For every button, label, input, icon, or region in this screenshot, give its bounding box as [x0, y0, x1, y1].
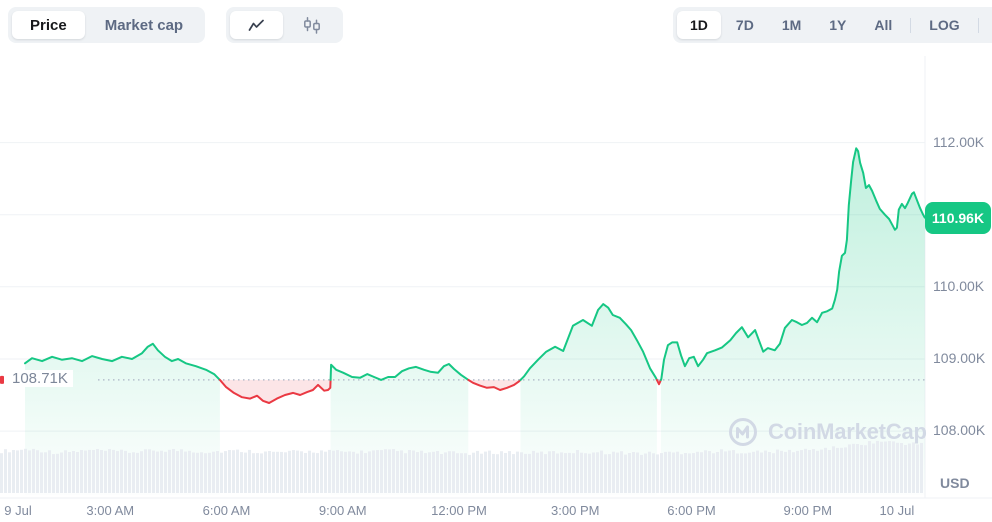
- log-scale-button[interactable]: LOG: [916, 11, 972, 39]
- open-price-label: 108.71K: [12, 369, 73, 387]
- range-tabs: 1D 7D 1M 1Y All: [677, 11, 905, 39]
- more-options-button[interactable]: ···: [984, 11, 992, 39]
- range-tab-7d[interactable]: 7D: [723, 11, 767, 39]
- x-axis-tick: 6:00 PM: [667, 503, 716, 518]
- x-axis-tick: 6:00 AM: [202, 503, 251, 518]
- range-tab-1y[interactable]: 1Y: [816, 11, 859, 39]
- metric-tab-price[interactable]: Price: [12, 11, 85, 39]
- metric-tab-market-cap[interactable]: Market cap: [87, 11, 201, 39]
- y-axis-tick: 112.00K: [933, 133, 985, 150]
- x-axis-tick: 9:00 AM: [318, 503, 367, 518]
- volume-bars: [0, 440, 923, 493]
- divider: [977, 17, 979, 33]
- range-tab-1m[interactable]: 1M: [769, 11, 814, 39]
- x-axis-tick: 10 Jul: [879, 503, 915, 518]
- x-axis-tick: 3:00 AM: [86, 503, 135, 518]
- metric-toggle: Price Market cap: [8, 7, 206, 43]
- y-axis-tick: 109.00K: [933, 349, 986, 366]
- divider: [910, 17, 912, 33]
- price-line: [24, 147, 926, 404]
- x-axis-tick: 9:00 PM: [783, 503, 832, 518]
- baseline-left-marker: [0, 375, 4, 384]
- x-axis-tick: 3:00 PM: [551, 503, 600, 518]
- y-axis-tick: 110.00K: [933, 277, 985, 294]
- chart-type-toggle: [226, 7, 343, 43]
- y-axis-unit-label: USD: [940, 475, 970, 491]
- line-chart-icon: [248, 19, 264, 31]
- chart-type-candlestick-button[interactable]: [285, 11, 339, 39]
- chart-type-line-button[interactable]: [230, 11, 283, 39]
- range-tab-1d[interactable]: 1D: [677, 11, 721, 39]
- y-axis-tick: 108.00K: [933, 422, 986, 439]
- last-price-badge: 110.96K: [925, 201, 991, 234]
- x-axis-tick: 12:00 PM: [431, 503, 487, 518]
- open-price-baseline: [0, 375, 925, 384]
- candlestick-chart-icon: [304, 16, 320, 34]
- range-tab-all[interactable]: All: [861, 11, 905, 39]
- x-axis-tick: 9 Jul: [4, 503, 32, 518]
